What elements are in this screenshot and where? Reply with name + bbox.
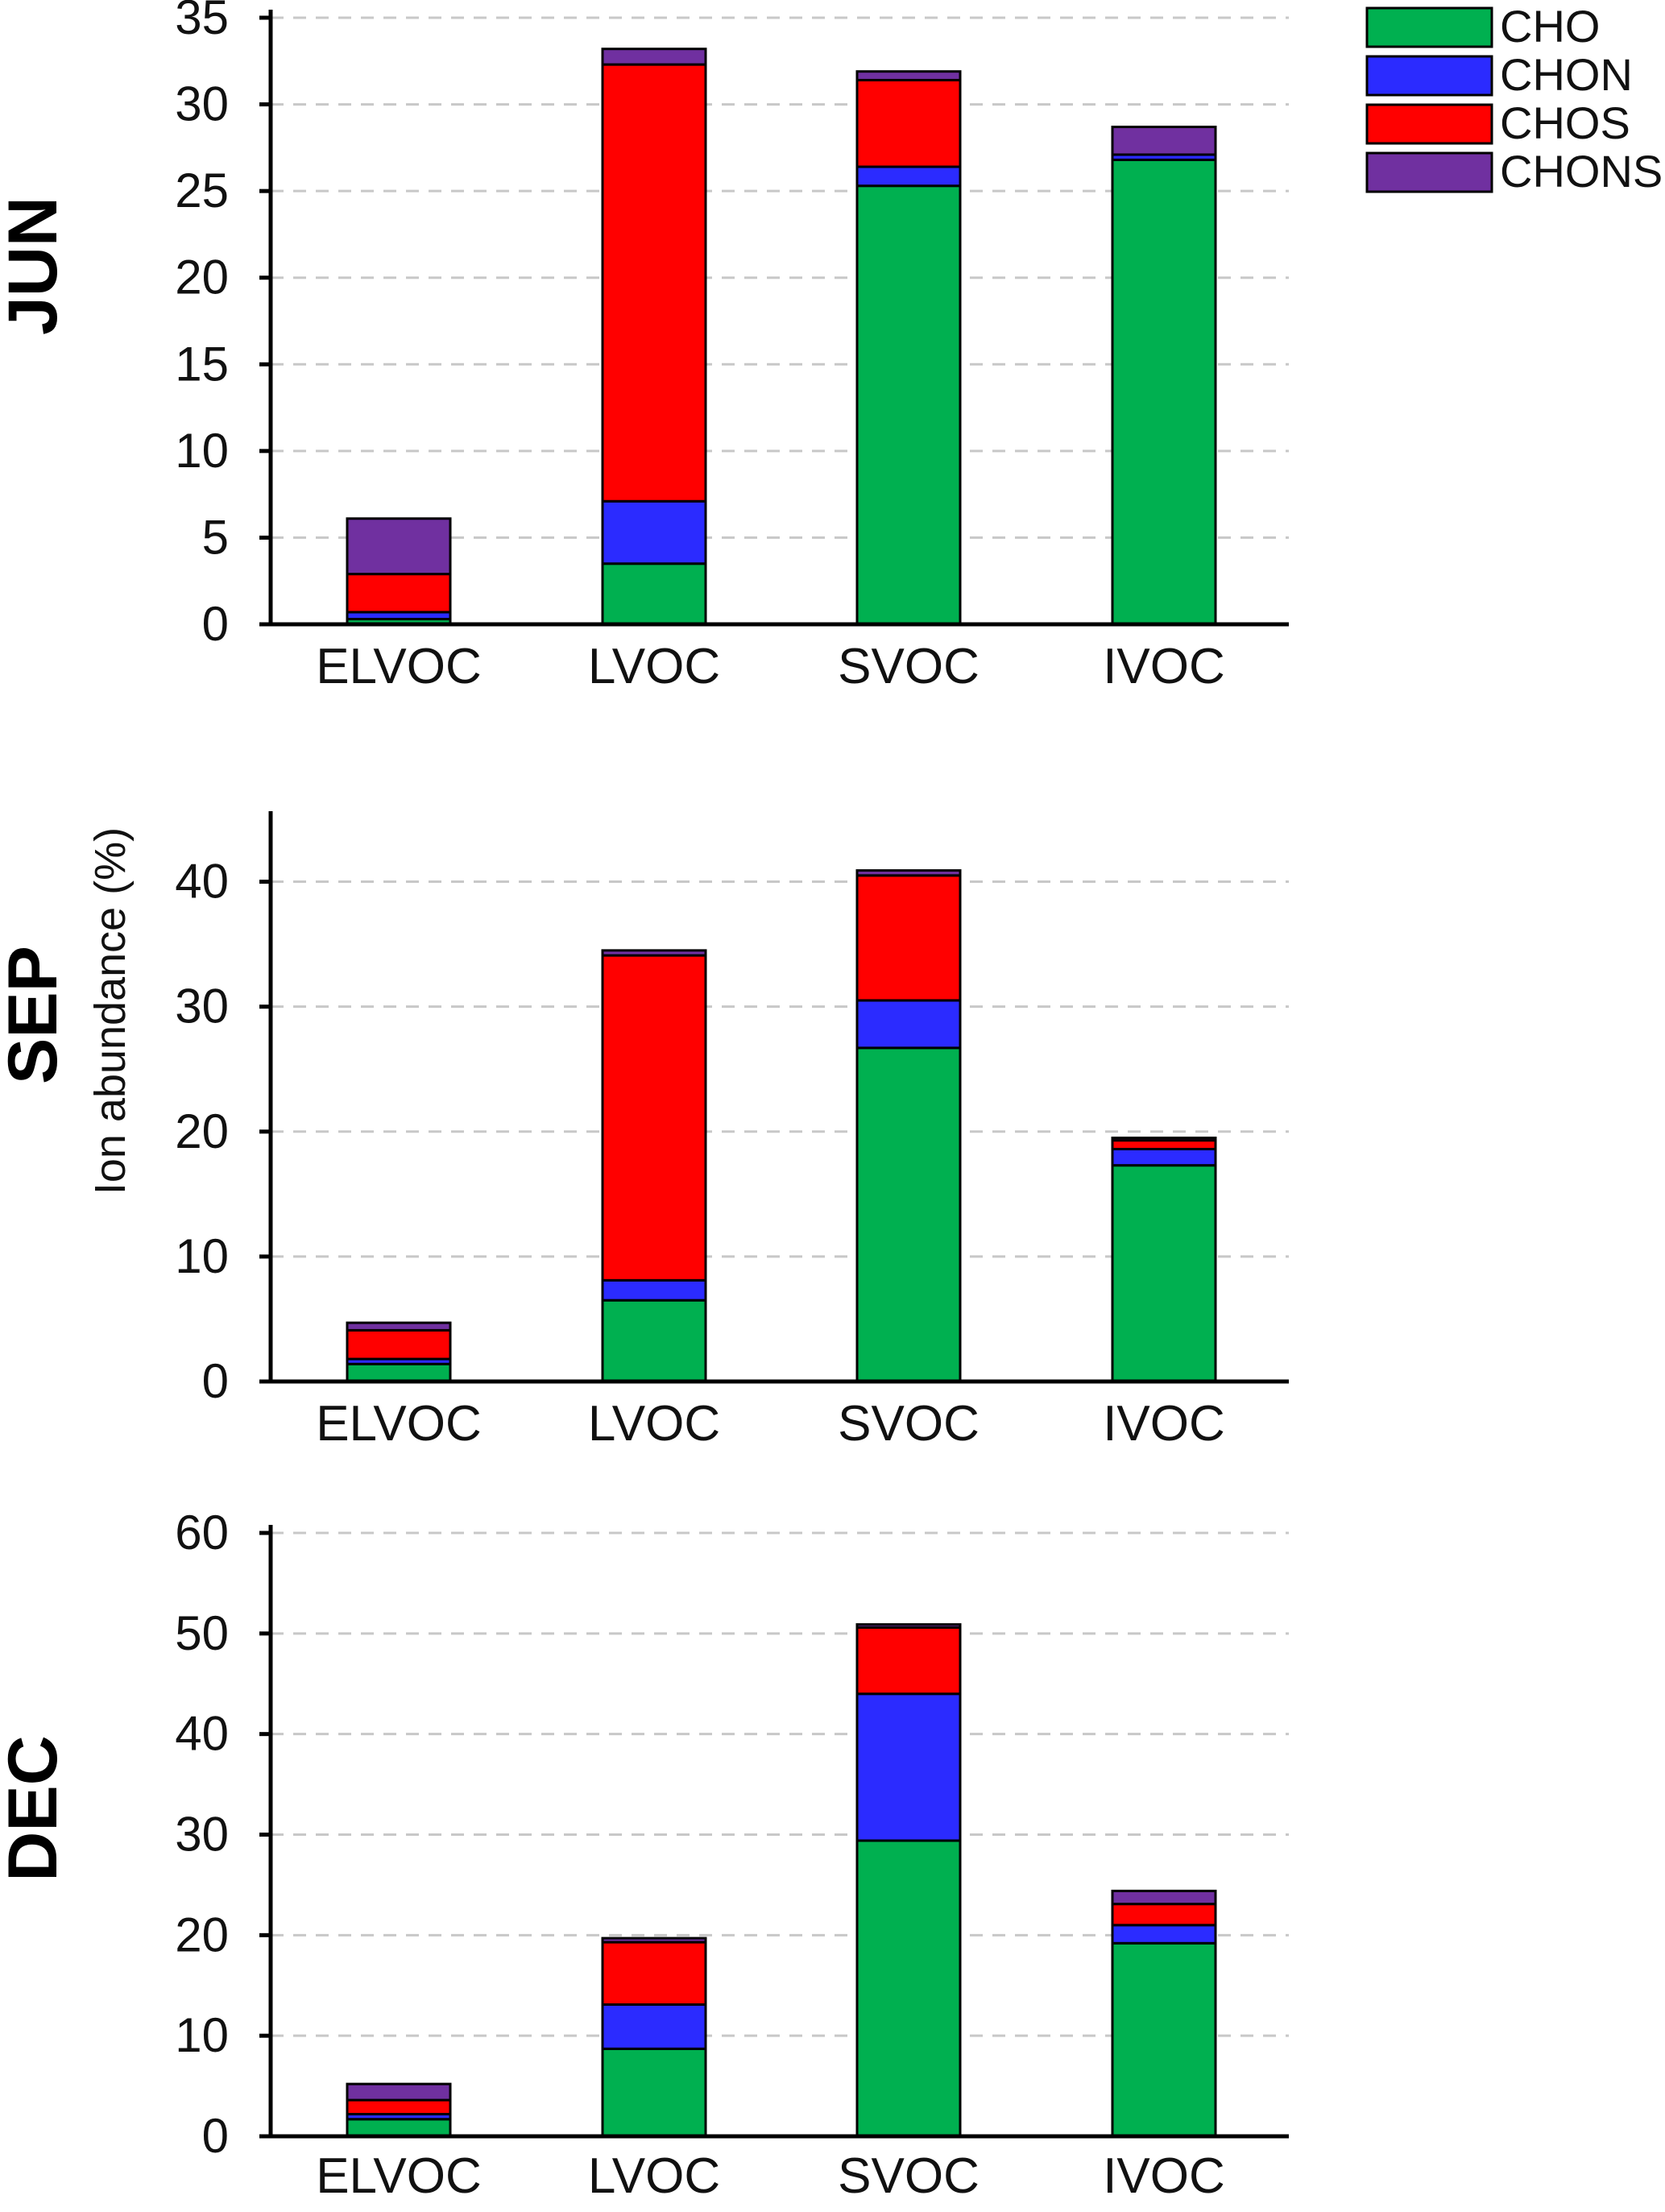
bar-segment-lvoc-chos	[601, 954, 707, 1282]
y-tick-label: 40	[175, 855, 229, 909]
legend-swatch-chons	[1365, 151, 1493, 193]
bar-segment-svoc-chon	[855, 165, 962, 188]
bar-segment-svoc-chon	[855, 999, 962, 1050]
y-tick-label: 25	[175, 164, 229, 217]
bar-segment-svoc-cho	[855, 184, 962, 626]
x-category-label: LVOC	[588, 1396, 720, 1452]
bar-segment-lvoc-cho	[601, 2047, 707, 2138]
panel-sep: 0 10 20 30 40 ELVOC LVOC SVOC IVOC SEP	[0, 811, 1289, 1452]
y-tick-label: 30	[175, 77, 229, 131]
bar-segment-ivoc-cho	[1111, 1164, 1217, 1383]
legend-swatch-chos	[1365, 103, 1493, 145]
y-tick-label: 5	[202, 510, 229, 564]
x-category-label: IVOC	[1103, 2148, 1225, 2204]
legend-label: CHO	[1500, 1, 1600, 52]
x-category-label: SVOC	[838, 639, 980, 694]
y-tick-label: 0	[202, 1354, 229, 1408]
bar-segment-svoc-cho	[855, 1046, 962, 1383]
panel-dec: 0 10 20 30 40 50 60 ELVOC LVOC SVOC IVOC DEC	[0, 1506, 1289, 2204]
legend-swatch-cho	[1365, 6, 1493, 48]
bar-segment-elvoc-chons	[346, 517, 452, 576]
y-tick-label: 20	[175, 251, 229, 304]
bar-segment-lvoc-chos	[601, 1941, 707, 2006]
y-tick-label: 15	[175, 337, 229, 391]
x-category-label: LVOC	[588, 2148, 720, 2204]
y-tick-label: 10	[175, 424, 229, 478]
x-category-label: ELVOC	[316, 2148, 482, 2204]
y-tick-label: 20	[175, 1104, 229, 1158]
bar-segment-elvoc-chos	[346, 1328, 452, 1361]
y-tick-label: 10	[175, 2008, 229, 2062]
bar-segment-svoc-chons	[855, 869, 962, 877]
bar-segment-lvoc-cho	[601, 562, 707, 626]
bar-segment-elvoc-chons	[346, 2082, 452, 2102]
y-tick-label: 60	[175, 1506, 229, 1560]
y-tick-label: 40	[175, 1707, 229, 1761]
bar-segment-ivoc-chons	[1111, 126, 1217, 156]
bar-segment-elvoc-cho	[346, 1362, 452, 1383]
bar-segment-lvoc-chon	[601, 2003, 707, 2050]
y-tick-label: 50	[175, 1606, 229, 1660]
bar-segment-ivoc-cho	[1111, 1941, 1217, 2138]
bar-segment-lvoc-chons	[601, 48, 707, 66]
bar-segment-elvoc-cho	[346, 2118, 452, 2138]
y-tick-label: 20	[175, 1908, 229, 1961]
bar-segment-ivoc-chos	[1111, 1903, 1217, 1927]
legend-label: CHONS	[1500, 146, 1663, 197]
bar-segment-ivoc-chon	[1111, 1924, 1217, 1945]
y-axis-label: Ion abundance (%)	[86, 827, 135, 1195]
y-tick-label: 30	[175, 1808, 229, 1862]
bar-segment-ivoc-chon	[1111, 1147, 1217, 1167]
y-tick-label: 30	[175, 980, 229, 1034]
bar-segment-lvoc-cho	[601, 1299, 707, 1383]
bar-segment-lvoc-chon	[601, 499, 707, 565]
y-tick-label: 0	[202, 597, 229, 651]
bar-segment-svoc-chos	[855, 874, 962, 1002]
bar-segment-svoc-chon	[855, 1692, 962, 1842]
bar-segment-elvoc-chos	[346, 573, 452, 614]
bar-segment-ivoc-chons	[1111, 1889, 1217, 1906]
x-category-label: IVOC	[1103, 1396, 1225, 1452]
panel-label: JUN	[0, 197, 72, 335]
bar-segment-elvoc-chons	[346, 1321, 452, 1332]
y-tick-label: 35	[175, 0, 229, 44]
bar-segment-svoc-chons	[855, 1623, 962, 1629]
panel-label: DEC	[0, 1735, 72, 1882]
bar-segment-lvoc-chons	[601, 1937, 707, 1944]
bar-segment-svoc-chos	[855, 1626, 962, 1696]
y-tick-label: 0	[202, 2109, 229, 2163]
legend-swatch-chon	[1365, 55, 1493, 97]
bar-segment-ivoc-cho	[1111, 158, 1217, 626]
panel-jun: 0 5 10 15 20 25 30 35 ELVOC LVOC SVOC IVOC JUN	[0, 0, 1289, 694]
bar-segment-ivoc-chons	[1111, 1137, 1217, 1142]
x-category-label: IVOC	[1103, 639, 1225, 694]
bar-segment-svoc-cho	[855, 1839, 962, 2138]
x-category-label: SVOC	[838, 1396, 980, 1452]
bar-segment-lvoc-chos	[601, 63, 707, 503]
x-category-label: ELVOC	[316, 639, 482, 694]
x-category-label: LVOC	[588, 639, 720, 694]
bar-segment-ivoc-chos	[1111, 1139, 1217, 1150]
bar-segment-lvoc-chons	[601, 949, 707, 957]
legend-label: CHOS	[1500, 97, 1630, 148]
bar-segment-svoc-chons	[855, 70, 962, 81]
bar-segment-elvoc-chos	[346, 2098, 452, 2116]
y-tick-label: 10	[175, 1229, 229, 1283]
panel-label: SEP	[0, 946, 72, 1084]
bar-segment-svoc-chos	[855, 78, 962, 168]
bar-segment-lvoc-chon	[601, 1278, 707, 1302]
x-category-label: ELVOC	[316, 1396, 482, 1452]
x-category-label: SVOC	[838, 2148, 980, 2204]
legend-label: CHON	[1500, 49, 1633, 100]
